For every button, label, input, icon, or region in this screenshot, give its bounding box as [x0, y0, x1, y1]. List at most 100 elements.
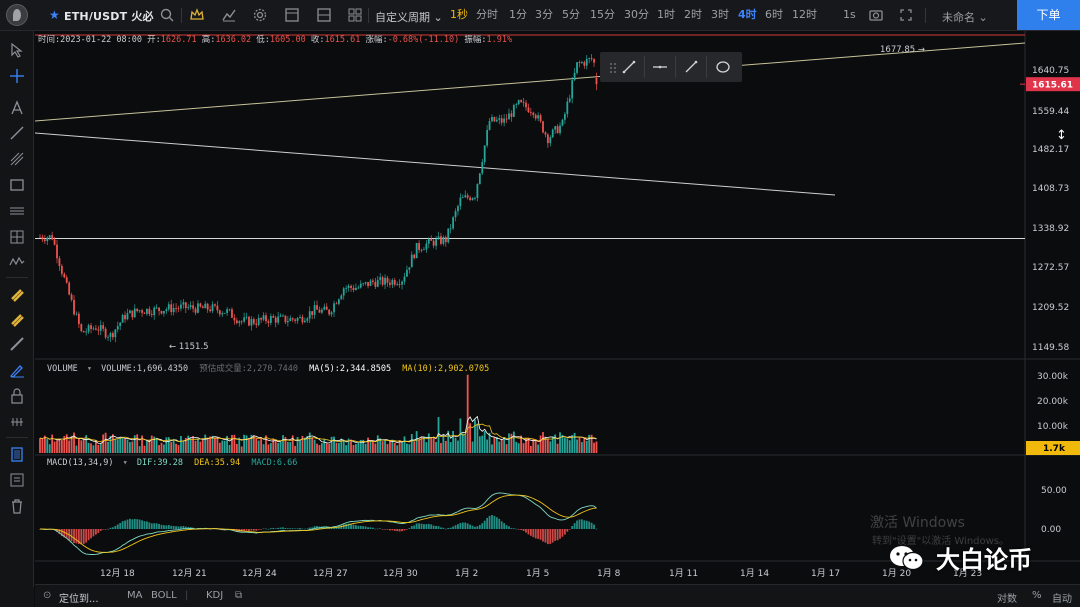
seconds-toggle[interactable]: 1s — [843, 8, 856, 21]
timeframe-tab[interactable]: 2时 — [684, 8, 702, 21]
candle-body — [376, 279, 379, 287]
ruler-icon[interactable] — [8, 335, 26, 353]
timeframe-tab[interactable]: 15分 — [590, 8, 615, 21]
timeframe-tab[interactable]: 12时 — [792, 8, 817, 21]
timeframe-tab[interactable]: 1秒 — [450, 8, 468, 21]
candle-body — [595, 77, 598, 85]
volume-bar — [272, 438, 275, 453]
brush-icon[interactable] — [8, 361, 26, 379]
candle-body — [420, 249, 423, 251]
template-icon[interactable] — [284, 7, 300, 23]
volume-bar — [260, 437, 263, 453]
volume-bar — [107, 441, 109, 453]
macd-histogram-bar — [563, 529, 566, 535]
timeframe-tab[interactable]: 5分 — [562, 8, 580, 21]
macd-histogram-bar — [306, 528, 309, 530]
time-axis-label: 1月 5 — [526, 568, 549, 579]
chart-canvas[interactable]: 1640.75 1559.44 1482.17 1408.73 1338.92 1272.… — [35, 31, 1080, 587]
kdj-indicator-tab[interactable]: KDJ — [206, 590, 224, 601]
rectangle-tool-icon[interactable] — [8, 176, 26, 194]
macd-histogram-bar — [481, 523, 484, 529]
macd-histogram-bar — [252, 529, 255, 531]
volume-bar — [245, 435, 248, 453]
log-scale-toggle[interactable]: 对数 — [997, 594, 1017, 605]
boll-indicator-tab[interactable]: BOLL — [151, 590, 177, 601]
search-icon[interactable] — [159, 7, 175, 23]
volume-bar — [112, 434, 114, 453]
layout-icon[interactable] — [316, 7, 332, 23]
candle-body — [410, 254, 413, 268]
candle-body — [457, 206, 459, 212]
user-menu[interactable]: 未命名 ⌄ — [942, 11, 988, 24]
candle-body — [325, 306, 328, 310]
custom-period-dropdown[interactable]: 自定义周期 ⌄ — [375, 11, 443, 24]
object-tree-icon[interactable] — [8, 445, 26, 463]
favorite-star-icon[interactable]: ★ — [49, 8, 60, 22]
visibility-icon[interactable] — [8, 413, 26, 431]
candle-body — [97, 329, 100, 331]
draw-ray-icon[interactable] — [621, 59, 637, 75]
drag-handle-icon[interactable] — [605, 60, 621, 76]
multi-chart-icon[interactable] — [347, 7, 363, 23]
candle-body — [153, 307, 156, 316]
candle-body — [525, 102, 527, 108]
timeframe-tab[interactable]: 1分 — [509, 8, 527, 21]
ma-indicator-tab[interactable]: MA — [127, 590, 143, 601]
crosshair-icon[interactable] — [8, 67, 26, 85]
volume-bar — [362, 439, 365, 453]
draw-circle-icon[interactable] — [715, 59, 731, 75]
app-logo[interactable] — [6, 4, 28, 26]
camera-icon[interactable] — [868, 7, 884, 23]
timeframe-tab[interactable]: 3时 — [711, 8, 729, 21]
candle-body — [167, 304, 170, 310]
time-axis-label: 1月 23 — [953, 568, 982, 579]
trash-icon[interactable] — [8, 497, 26, 515]
symbol-selector[interactable]: ETH/USDT 火必 — [64, 10, 154, 23]
locate-to-button[interactable]: 定位到... — [59, 594, 99, 605]
timeframe-tab[interactable]: 6时 — [765, 8, 783, 21]
timeframe-tab[interactable]: 3分 — [535, 8, 553, 21]
draw-hline-icon[interactable] — [652, 59, 668, 75]
auto-scale-toggle[interactable]: 自动 — [1052, 594, 1072, 605]
volume-bar — [447, 430, 450, 453]
time-axis-label: 12月 24 — [242, 568, 277, 579]
indicator-icon[interactable] — [221, 7, 237, 23]
macd-histogram-bar — [85, 529, 88, 543]
place-order-button[interactable]: 下单 — [1017, 0, 1080, 30]
timeframe-tab[interactable]: 分时 — [476, 8, 498, 21]
measure-icon[interactable] — [8, 228, 26, 246]
text-tool-icon[interactable] — [8, 99, 26, 117]
macd-histogram-bar — [56, 529, 58, 533]
candle-body — [260, 317, 263, 320]
gear-icon[interactable] — [252, 7, 268, 23]
candle-body — [255, 323, 258, 325]
candle-body — [114, 329, 117, 338]
macd-histogram-bar — [126, 519, 129, 529]
percent-scale-toggle[interactable]: % — [1032, 590, 1042, 601]
macd-histogram-bar — [500, 521, 503, 529]
fullscreen-icon[interactable] — [898, 7, 914, 23]
fib-icon[interactable] — [8, 150, 26, 168]
timeframe-tab[interactable]: 4时 — [738, 8, 757, 21]
volume-bar — [136, 434, 139, 453]
macd-histogram-bar — [269, 528, 272, 529]
draw-segment-icon[interactable] — [683, 59, 699, 75]
parallel-lines-icon[interactable] — [8, 202, 26, 220]
timeframe-tab[interactable]: 30分 — [624, 8, 649, 21]
magnet-icon[interactable] — [8, 285, 26, 303]
external-link-icon[interactable]: ⧉ — [235, 590, 243, 601]
trendline-icon[interactable] — [8, 124, 26, 142]
timeframe-tab[interactable]: 1时 — [657, 8, 675, 21]
wave-icon[interactable] — [8, 253, 26, 271]
macd-histogram-bar — [143, 521, 146, 529]
chart-area[interactable]: 1640.75 1559.44 1482.17 1408.73 1338.92 1272.… — [35, 31, 1080, 587]
candle-body — [282, 315, 284, 317]
crown-icon[interactable] — [189, 7, 205, 23]
volume-bar — [478, 436, 481, 453]
magnet-strong-icon[interactable] — [8, 310, 26, 328]
cursor-arrow-icon[interactable] — [8, 41, 26, 59]
lock-icon[interactable] — [8, 387, 26, 405]
candle-body — [578, 62, 581, 64]
list-icon[interactable] — [8, 471, 26, 489]
volume-bar — [158, 445, 160, 453]
